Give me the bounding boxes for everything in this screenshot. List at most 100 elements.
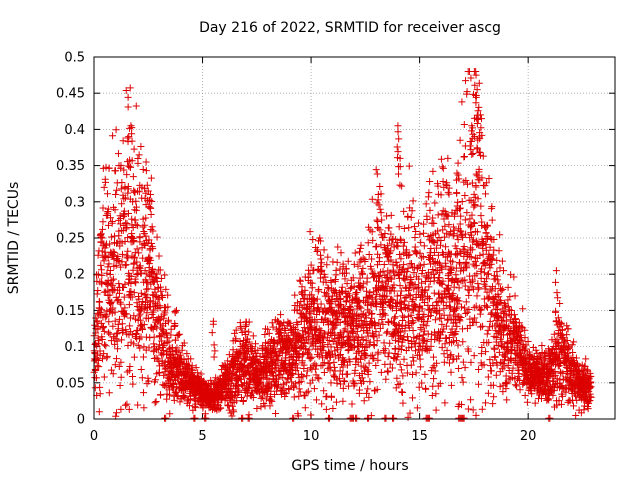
data-point (381, 345, 389, 353)
data-point (379, 267, 387, 275)
data-point (391, 272, 399, 280)
data-point (108, 217, 116, 225)
data-point (356, 274, 364, 282)
data-point (97, 261, 105, 269)
data-point (396, 163, 404, 171)
data-point (386, 360, 394, 368)
data-point (309, 236, 317, 244)
data-point (387, 256, 395, 264)
data-point (118, 258, 126, 266)
data-point (339, 397, 347, 405)
data-point (124, 138, 132, 146)
data-point (400, 355, 408, 363)
data-point (275, 371, 283, 379)
data-point (142, 293, 150, 301)
data-point (491, 345, 499, 353)
data-point (147, 174, 155, 182)
data-point (582, 355, 590, 363)
data-point (487, 367, 495, 375)
data-point (398, 388, 406, 396)
data-point (408, 370, 416, 378)
data-point (95, 340, 103, 348)
data-point (118, 336, 126, 344)
data-point (127, 272, 135, 280)
data-point (137, 142, 145, 150)
data-point (235, 388, 243, 396)
data-point (417, 254, 425, 262)
y-tick-label: 0.35 (56, 159, 85, 174)
data-point (136, 262, 144, 270)
data-point (323, 333, 331, 341)
x-tick-label: 20 (520, 429, 537, 444)
data-point (437, 237, 445, 245)
data-point (157, 275, 165, 283)
data-point (115, 216, 123, 224)
data-point (318, 342, 326, 350)
data-point (93, 290, 101, 298)
data-point (344, 370, 352, 378)
data-point (313, 318, 321, 326)
data-point (363, 287, 371, 295)
data-point (386, 274, 394, 282)
data-point (389, 268, 397, 276)
data-point (462, 310, 470, 318)
data-point (431, 199, 439, 207)
data-point (368, 309, 376, 317)
data-point (307, 355, 315, 363)
data-point (314, 246, 322, 254)
data-point (103, 354, 111, 362)
data-point (130, 253, 138, 261)
data-point (115, 280, 123, 288)
data-point (391, 336, 399, 344)
data-point (442, 243, 450, 251)
data-point (445, 359, 453, 367)
data-point (366, 378, 374, 386)
data-point (456, 260, 464, 268)
data-point (124, 183, 132, 190)
data-point (122, 261, 130, 269)
data-point (379, 303, 387, 311)
data-point (378, 315, 386, 323)
data-point (93, 362, 101, 370)
data-point (296, 277, 304, 285)
data-point (400, 224, 408, 232)
data-point (156, 316, 164, 324)
data-point (130, 289, 138, 297)
data-point (458, 98, 466, 106)
data-point (325, 359, 333, 367)
data-point (398, 182, 406, 190)
data-point (459, 378, 467, 386)
data-point (206, 385, 214, 393)
data-point (151, 288, 159, 296)
data-point (143, 309, 151, 317)
data-point (239, 382, 247, 390)
data-point (120, 166, 128, 174)
data-point (135, 312, 143, 320)
data-point (122, 401, 130, 409)
data-point (538, 341, 546, 349)
data-point (420, 220, 428, 228)
data-point (328, 296, 336, 304)
data-point (335, 351, 343, 359)
data-point (295, 379, 303, 387)
data-point (281, 341, 289, 349)
data-point (321, 273, 329, 281)
data-point (118, 250, 126, 258)
data-point (400, 207, 408, 215)
data-point (495, 280, 503, 288)
data-point (139, 223, 147, 231)
data-point (380, 261, 388, 269)
data-point (358, 311, 366, 319)
data-point (492, 371, 500, 379)
data-point (379, 320, 387, 328)
data-point (162, 320, 170, 328)
data-point (458, 303, 466, 311)
data-point (129, 198, 137, 206)
data-point (420, 242, 428, 250)
data-point (373, 337, 381, 345)
data-point (264, 325, 272, 333)
data-point (412, 369, 420, 377)
data-point (376, 254, 384, 262)
data-point (384, 368, 392, 376)
data-point (368, 195, 376, 203)
